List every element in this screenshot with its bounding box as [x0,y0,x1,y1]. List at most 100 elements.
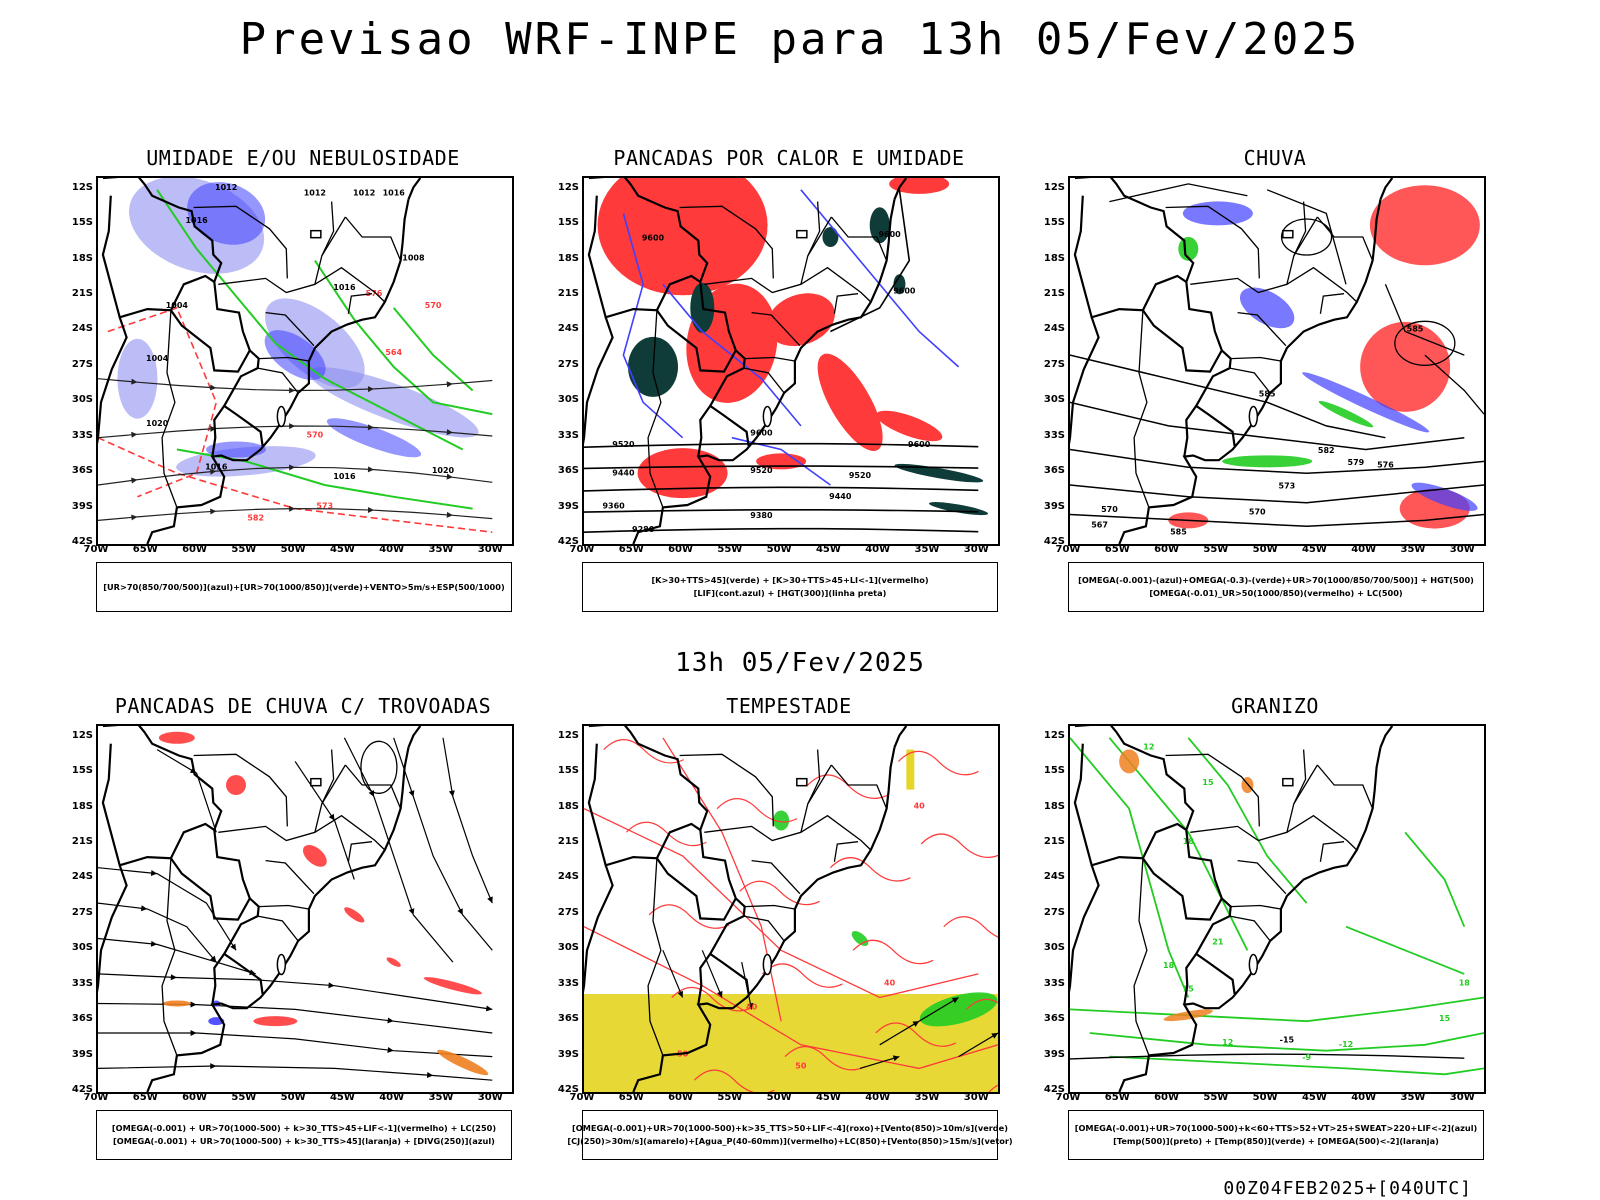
temp850-green-contour [1109,1055,1484,1076]
panel-title-tempestade: TEMPESTADE [726,694,852,718]
border-line [830,216,888,261]
temperature-label: 15 [1439,1014,1451,1023]
hgt500-contour-line [1384,284,1465,356]
map-tempestade[interactable]: 40 40 50 50 40 [582,724,1000,1094]
wind-arrow-icon [328,813,335,821]
wind-arrow-icon [328,982,335,989]
wind-arrow-icon [446,511,453,518]
map-granizo[interactable]: 12 15 18 21 18 15 12 -15 -12 -9 15 18 [1068,724,1486,1094]
legend-chuva: [OMEGA(-0.001)-(azul)+OMEGA(-0.3)-(verde… [1068,562,1484,612]
border-line [265,311,315,347]
lon-tick-label: 45W [815,1092,841,1103]
wind-arrow-icon [131,431,138,438]
coastline-bahia-line [1379,178,1394,200]
lon-tick-label: 50W [1252,1092,1278,1103]
wind-arrow-icon [487,896,493,904]
border-line [647,310,664,508]
border-line [743,915,785,942]
wind-arrow-icon [230,943,236,951]
precip-water-label: 50 [795,1061,807,1070]
wind-arrow-icon [150,940,158,947]
isobar-label: 1012 [353,189,375,198]
isobar-label: 1016 [333,472,356,481]
border-line [170,309,251,373]
lc850-red-contour [584,808,979,999]
lon-tick-label: 40W [1351,544,1377,555]
temperature-label: 12 [1143,743,1154,752]
wind-arrow-icon [289,423,296,430]
coastline-bahia-line [893,726,908,748]
lat-tick-label: 39S [1043,1048,1065,1060]
lon-tick-label: 55W [231,544,257,555]
lat-tick-label: 21S [557,836,579,848]
green-contour-line [314,260,493,416]
border-line [321,749,335,805]
border-line [321,201,335,257]
border-line [744,356,796,362]
legend-line: [OMEGA(-0.001)-(azul)+OMEGA(-0.3)-(verde… [1078,575,1474,585]
lat-tick-label: 42S [1043,1084,1065,1095]
streamline-250 [343,737,454,963]
wind-arrow-icon [289,464,296,471]
border-line [344,216,402,261]
wind-arrow-icon [190,1029,197,1036]
federal-district-icon [1282,229,1294,239]
map-umidade[interactable]: 1012 1012 1012 1016 1016 1016 1008 1004 1004 1020… [96,176,514,546]
map-chuva[interactable]: 585 585 582 579 576 573 570 567 570 585 [1068,176,1486,546]
wind-arrow-icon [912,1021,920,1027]
isobar-label: 1012 [304,189,326,198]
border-line [344,764,402,809]
border-line [1165,205,1260,279]
temperature-label: -15 [1280,1035,1295,1044]
hgt300-contour-line [584,508,979,513]
border-line [170,857,251,921]
wind-arrow-icon [289,505,296,512]
lon-tick-label: 50W [766,1092,792,1103]
map-pancadas-trovoadas[interactable] [96,724,514,1094]
border-line [751,859,801,895]
wind-arrow-icon [387,1017,394,1024]
rain-red-area [1369,185,1480,266]
lon-tick-label: 45W [329,544,355,555]
rain-green-area [1222,455,1313,468]
valid-time-subtitle: 13h 05/Fev/2025 [675,648,925,678]
lat-tick-label: 36S [1043,1013,1065,1025]
lon-tick-label: 55W [717,544,743,555]
lat-tick-label: 12S [71,729,93,741]
panel-title-pancadas-trovoadas: PANCADAS DE CHUVA C/ TROVOADAS [114,694,492,718]
streamline-250 [98,902,217,963]
green-contour-line [156,189,464,451]
lon-tick-label: 65W [618,544,644,555]
federal-district-icon [310,229,322,239]
wind-arrow-icon [367,424,374,431]
lat-tick-label: 21S [71,836,93,848]
lat-tick-label: 30S [557,394,579,406]
wind-arrow-icon [210,425,217,432]
heat-instability-green-area [869,207,890,244]
coastline-bahia-line [1379,726,1394,748]
border-line [211,953,226,1005]
border-line [800,266,872,303]
wind-arrow-icon [892,1055,900,1062]
isobar-label: 570 [307,431,324,440]
precip-water-red-contour [716,798,798,823]
lat-tick-label: 15S [557,765,579,777]
precip-water-red-contour [784,1045,866,1071]
border-line [587,743,701,867]
lat-tick-label: 12S [557,729,579,741]
isobar-label: 1016 [333,283,356,292]
border-line [1142,309,1223,373]
heat-instability-green-area [822,227,839,248]
precip-water-red-contour [943,916,998,938]
hgt500-label: 567 [1091,520,1108,529]
federal-district-icon [1282,777,1294,787]
lat-tick-label: 27S [1043,906,1065,918]
wind-arrow-icon [446,429,453,436]
lon-tick-label: 55W [231,1092,257,1103]
precip-water-label: 40 [746,1002,758,1011]
federal-district-icon [796,229,808,239]
lon-tick-label: 50W [280,544,306,555]
lon-tick-label: 50W [1252,544,1278,555]
lon-tick-label: 30W [477,1092,503,1103]
map-pancadas-calor[interactable]: 9600 9600 9600 9600 9520 9520 9520 9440 9440 9360… [582,176,1000,546]
